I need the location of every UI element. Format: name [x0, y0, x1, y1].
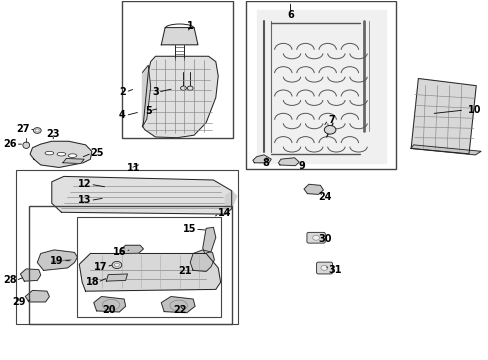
Text: 17: 17	[94, 262, 107, 272]
Circle shape	[312, 235, 319, 240]
Text: 14: 14	[218, 208, 231, 218]
FancyBboxPatch shape	[306, 232, 325, 243]
Text: 21: 21	[178, 266, 191, 276]
Text: 10: 10	[467, 105, 481, 115]
Circle shape	[114, 263, 119, 267]
Polygon shape	[79, 253, 220, 291]
Polygon shape	[410, 145, 480, 155]
Polygon shape	[106, 274, 127, 281]
Polygon shape	[30, 141, 92, 167]
Polygon shape	[161, 28, 198, 45]
Text: 3: 3	[152, 87, 159, 97]
Polygon shape	[161, 297, 195, 313]
Bar	[77, 217, 220, 317]
Polygon shape	[142, 56, 218, 138]
Polygon shape	[63, 158, 84, 163]
Text: 8: 8	[262, 158, 268, 168]
Text: 20: 20	[102, 305, 116, 315]
Polygon shape	[94, 297, 125, 312]
Polygon shape	[37, 250, 77, 270]
Text: 15: 15	[183, 224, 196, 234]
Circle shape	[35, 129, 39, 132]
Text: 26: 26	[3, 139, 17, 149]
FancyBboxPatch shape	[316, 262, 332, 274]
Polygon shape	[252, 155, 271, 163]
Bar	[245, 1, 395, 169]
Text: 28: 28	[3, 275, 17, 285]
Ellipse shape	[23, 142, 30, 148]
Polygon shape	[256, 10, 385, 163]
Polygon shape	[142, 65, 150, 127]
Bar	[16, 170, 238, 324]
Polygon shape	[52, 176, 231, 214]
Circle shape	[187, 86, 193, 90]
Ellipse shape	[45, 151, 54, 155]
Text: 7: 7	[327, 115, 334, 125]
Text: 22: 22	[173, 305, 186, 315]
Circle shape	[112, 261, 122, 269]
Text: 12: 12	[78, 179, 92, 189]
Text: 9: 9	[298, 161, 305, 171]
Text: 25: 25	[90, 148, 103, 158]
Text: 27: 27	[17, 124, 30, 134]
Polygon shape	[25, 291, 49, 302]
Text: 5: 5	[144, 106, 151, 116]
Polygon shape	[20, 269, 41, 281]
Text: 13: 13	[78, 195, 92, 206]
Text: 23: 23	[46, 129, 60, 139]
Polygon shape	[410, 78, 475, 154]
Text: 29: 29	[13, 297, 26, 307]
Text: 1: 1	[187, 21, 194, 31]
Text: 24: 24	[318, 192, 331, 202]
Text: 4: 4	[119, 111, 125, 121]
Polygon shape	[190, 250, 214, 271]
Ellipse shape	[57, 152, 66, 156]
Text: 16: 16	[113, 247, 126, 257]
Circle shape	[180, 86, 186, 90]
Bar	[122, 1, 232, 138]
Circle shape	[320, 265, 327, 270]
Ellipse shape	[68, 154, 77, 157]
Circle shape	[33, 128, 41, 134]
Text: 18: 18	[85, 277, 99, 287]
Circle shape	[324, 126, 335, 134]
Text: 6: 6	[286, 10, 293, 20]
Polygon shape	[304, 184, 323, 194]
Text: 31: 31	[327, 265, 341, 275]
Polygon shape	[203, 227, 215, 253]
Polygon shape	[278, 158, 299, 166]
Polygon shape	[121, 245, 143, 253]
Polygon shape	[225, 191, 236, 214]
Text: 30: 30	[318, 234, 331, 244]
Text: 2: 2	[119, 87, 125, 97]
Text: 11: 11	[126, 163, 140, 173]
Text: 19: 19	[50, 256, 64, 266]
Bar	[29, 206, 231, 324]
